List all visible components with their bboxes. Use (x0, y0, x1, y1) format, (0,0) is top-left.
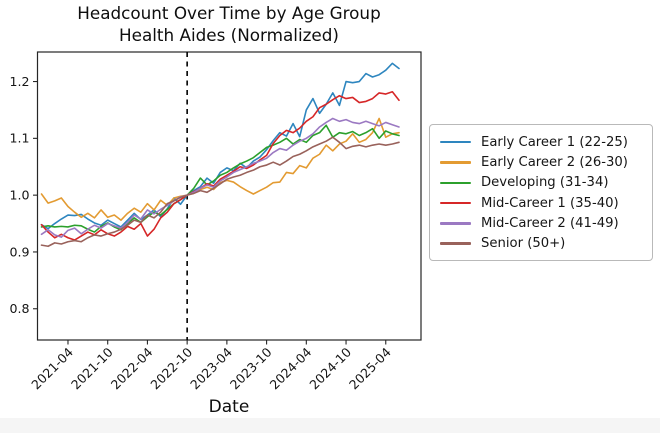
legend-label: Early Career 1 (22-25) (481, 134, 628, 150)
chart-title: Headcount Over Time by Age Group Health … (0, 3, 458, 46)
legend-label: Developing (31-34) (481, 175, 609, 191)
legend-item: Mid-Career 2 (41-49) (440, 213, 642, 233)
x-tick-label: 2025-04 (346, 345, 394, 393)
series-line (40, 90, 400, 241)
legend-line-swatch (440, 140, 471, 144)
legend-item: Early Career 2 (26-30) (440, 152, 642, 172)
legend: Early Career 1 (22-25) Early Career 2 (2… (429, 124, 653, 261)
y-tick-label: 1.1 (9, 131, 29, 146)
plot-frame (36, 51, 422, 341)
series-line (40, 117, 400, 238)
x-tick-label: 2023-10 (227, 345, 275, 393)
series-line (40, 136, 400, 248)
legend-label: Mid-Career 1 (35-40) (481, 195, 619, 211)
x-tick-label: 2024-10 (306, 345, 354, 393)
legend-line-swatch (440, 242, 471, 245)
legend-label: Mid-Career 2 (41-49) (481, 215, 619, 231)
series-line (40, 117, 400, 221)
y-tick-label: 1.0 (9, 187, 29, 202)
x-tick-label: 2022-10 (147, 345, 195, 393)
y-tick-label: 0.9 (9, 244, 29, 259)
legend-item: Mid-Career 1 (35-40) (440, 193, 642, 213)
y-tick-label: 0.8 (9, 301, 29, 316)
legend-line-swatch (440, 201, 471, 205)
x-tick-label: 2021-10 (68, 345, 116, 393)
chart-title-line2: Health Aides (Normalized) (119, 24, 339, 45)
legend-item: Developing (31-34) (440, 173, 642, 193)
series-line (40, 124, 400, 233)
chart-title-line1: Headcount Over Time by Age Group (77, 3, 381, 23)
x-tick-label: 2022-04 (108, 345, 156, 393)
legend-item: Senior (50+) (440, 233, 642, 253)
x-tick-label: 2021-04 (28, 345, 76, 393)
x-tick-label: 2023-04 (187, 345, 235, 393)
window-edge-strip (0, 418, 660, 433)
legend-line-swatch (440, 161, 471, 164)
legend-label: Senior (50+) (481, 236, 566, 252)
x-tick-label: 2024-04 (267, 345, 315, 393)
y-tick-label: 1.2 (9, 74, 29, 89)
legend-item: Early Career 1 (22-25) (440, 132, 642, 152)
legend-line-swatch (440, 222, 471, 225)
legend-line-swatch (440, 181, 471, 184)
series-line (40, 62, 400, 230)
x-axis-label: Date (208, 397, 250, 417)
legend-label: Early Career 2 (26-30) (481, 154, 628, 170)
